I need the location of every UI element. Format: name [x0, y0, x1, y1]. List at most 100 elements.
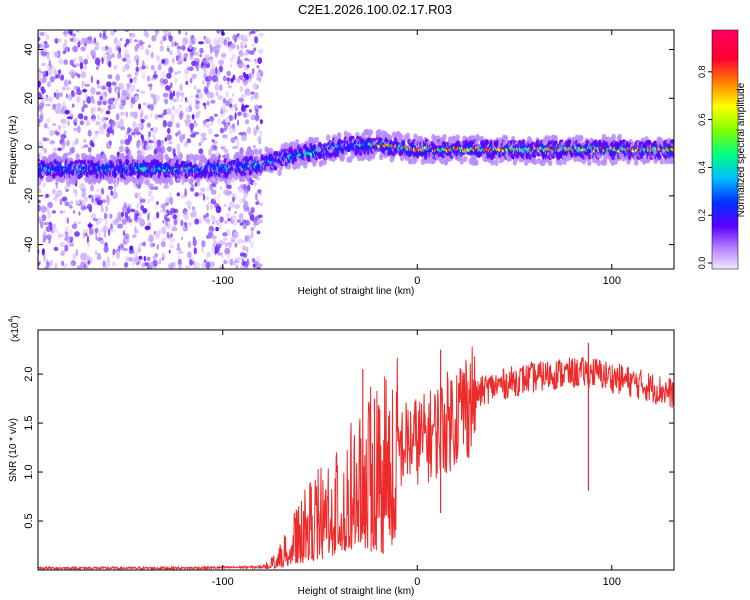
spectrogram-noise-cell [123, 217, 128, 225]
spectrogram-noise-cell [111, 53, 115, 58]
spectrogram-noise-cell [220, 146, 225, 150]
spectrogram-noise-cell [223, 259, 228, 265]
spectrogram-noise-cell [177, 255, 180, 260]
spectrogram-noise-cell [214, 83, 220, 91]
spectrogram-noise-cell [258, 105, 263, 109]
spectrogram-noise-cell [169, 191, 172, 199]
spectrogram-noise-cell [110, 190, 113, 196]
spectrogram-noise-cell [61, 142, 65, 150]
spectrogram-noise-cell [152, 94, 157, 100]
spectrogram-signal-cell [485, 139, 490, 145]
spectrogram-noise-cell [102, 225, 108, 233]
spectrogram-noise-cell [46, 52, 50, 59]
spectrogram-noise-cell [248, 236, 251, 244]
spectrogram-noise-cell [53, 246, 59, 252]
spectrogram-noise-cell [244, 73, 250, 81]
spectrogram-noise-cell [101, 209, 104, 213]
spectrogram-noise-cell [258, 69, 261, 73]
spectrogram-noise-cell [168, 249, 171, 254]
spectrogram-noise-cell [126, 73, 132, 78]
spectrogram-noise-cell [113, 64, 118, 70]
spectrogram-noise-cell [90, 195, 94, 202]
spectrogram-noise-cell [255, 255, 261, 262]
spectrogram-noise-cell [105, 205, 109, 212]
spectrogram-noise-cell [256, 65, 260, 69]
spectrogram-noise-cell [65, 93, 69, 99]
spectrogram-noise-cell [140, 205, 145, 211]
spectrogram-y-tick-label: -40 [23, 237, 35, 253]
spectrogram-noise-cell [198, 142, 202, 147]
spectrogram-noise-cell [107, 74, 113, 80]
spectrogram-noise-cell [98, 232, 101, 237]
spectrogram-noise-cell [221, 241, 227, 245]
spectrogram-signal-cell [408, 158, 413, 165]
spectrogram-noise-cell [232, 74, 236, 81]
spectrogram-noise-cell [150, 51, 154, 59]
spectrogram-noise-cell [118, 145, 124, 153]
spectrogram-noise-cell [133, 39, 138, 43]
spectrogram-noise-cell [170, 198, 173, 206]
spectrogram-noise-cell [172, 90, 176, 97]
spectrogram-noise-cell [90, 213, 97, 220]
spectrogram-noise-cell [113, 182, 119, 187]
spectrogram-noise-cell [64, 201, 70, 207]
spectrogram-noise-cell [139, 90, 146, 95]
spectrogram-noise-cell [215, 205, 222, 214]
spectrogram-noise-cell [78, 211, 81, 216]
spectrogram-noise-cell [59, 210, 64, 214]
spectrogram-noise-cell [136, 59, 139, 66]
spectrogram-noise-cell [208, 55, 212, 59]
spectrogram-noise-cell [180, 45, 186, 51]
spectrogram-noise-cell [169, 92, 174, 101]
spectrogram-noise-cell [219, 84, 223, 92]
spectrogram-signal-cell [532, 158, 538, 165]
spectrogram-noise-cell [195, 111, 200, 119]
spectrogram-signal-cell [581, 158, 586, 165]
spectrogram-noise-cell [166, 72, 172, 79]
spectrogram-noise-cell [49, 130, 55, 136]
spectrogram-noise-cell [148, 140, 154, 144]
spectrogram-noise-cell [150, 103, 154, 111]
spectrogram-signal-cell [387, 134, 393, 141]
spectrogram-noise-cell [130, 102, 134, 109]
spectrogram-noise-cell [188, 44, 193, 50]
spectrogram-signal-cell [104, 163, 109, 168]
spectrogram-signal-cell [340, 155, 345, 162]
spectrogram-noise-cell [256, 263, 263, 268]
spectrogram-noise-cell [172, 105, 175, 111]
spectrogram-noise-cell [41, 182, 47, 188]
spectrogram-noise-cell [45, 34, 50, 40]
spectrogram-noise-cell [239, 222, 244, 226]
spectrogram-noise-cell [125, 256, 130, 262]
spectrogram-noise-cell [215, 151, 220, 158]
spectrogram-noise-cell [226, 77, 231, 82]
spectrogram-noise-cell [236, 139, 239, 147]
spectrogram-noise-cell [119, 37, 123, 42]
spectrogram-noise-cell [130, 85, 136, 92]
spectrogram-noise-cell [49, 76, 55, 83]
spectrogram-noise-cell [176, 96, 180, 102]
spectrogram-noise-cell [254, 30, 260, 33]
spectrogram-noise-cell [227, 180, 231, 186]
spectrogram-noise-cell [243, 58, 249, 61]
spectrogram-noise-cell [234, 203, 241, 210]
spectrogram-noise-cell [142, 102, 147, 106]
spectrogram-noise-cell [242, 38, 249, 42]
spectrogram-noise-cell [148, 144, 154, 151]
spectrogram-signal-cell [548, 159, 553, 166]
colorbar-tick-label: 0.4 [697, 161, 707, 174]
spectrogram-noise-cell [127, 90, 133, 99]
spectrogram-noise-cell [69, 242, 75, 247]
spectrogram-noise-cell [207, 128, 213, 135]
spectrogram-noise-cell [82, 186, 87, 190]
snr-y-tick-label: 1.5 [23, 415, 35, 430]
spectrogram-signal-cell [118, 158, 123, 165]
spectrogram-noise-cell [240, 134, 247, 142]
spectrogram-signal-cell [210, 154, 215, 161]
spectrogram-signal-cell [343, 130, 348, 137]
spectrogram-noise-cell [126, 84, 130, 89]
spectrogram-noise-cell [106, 133, 110, 138]
spectrogram-noise-cell [63, 79, 69, 87]
spectrogram-noise-cell [96, 255, 102, 260]
spectrogram-noise-cell [251, 68, 255, 74]
